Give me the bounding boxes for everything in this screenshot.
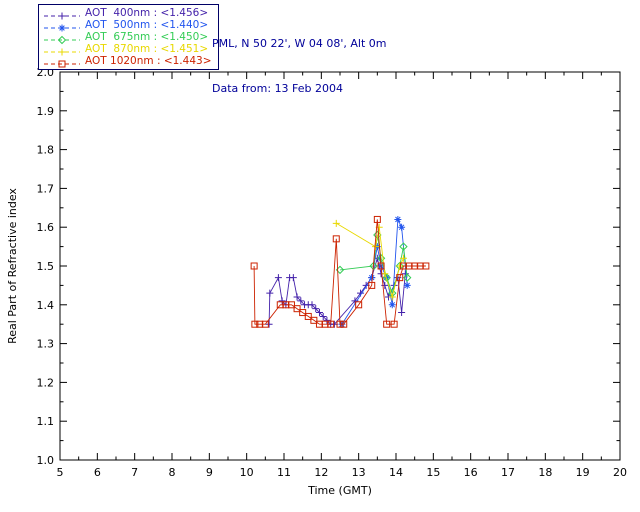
x-tick-label: 18 (538, 466, 552, 479)
legend-line-sample-400nm (43, 7, 81, 20)
legend-label-1020nm: AOT 1020nm : <1.443> (85, 55, 212, 67)
y-tick-label: 1.1 (37, 415, 55, 428)
legend-swatch-svg (44, 35, 80, 45)
x-tick-label: 6 (94, 466, 101, 479)
x-axis: 5 6 7 8 9 10 11 12 13 14 15 16 17 18 19 20 (57, 72, 627, 479)
legend-swatch-svg (44, 12, 80, 20)
y-tick-label: 1.7 (37, 182, 55, 195)
y-axis: 1.01.11.21.31.41.51.61.71.81.92.0 (37, 66, 620, 467)
legend-line-sample-500nm (43, 19, 81, 32)
x-tick-label: 15 (426, 466, 440, 479)
legend-line-sample-1020nm (43, 55, 81, 68)
x-tick-label: 17 (501, 466, 515, 479)
legend-swatch-svg (44, 24, 80, 32)
legend-swatch-svg (44, 48, 80, 56)
legend-label-675nm: AOT 675nm : <1.450> (85, 31, 209, 43)
y-tick-label: 1.6 (37, 221, 55, 234)
y-tick-label: 1.0 (37, 454, 55, 467)
y-tick-label: 1.3 (37, 338, 55, 351)
x-tick-label: 11 (277, 466, 291, 479)
y-tick-label: 1.8 (37, 144, 55, 157)
legend-line-sample-675nm (43, 31, 81, 45)
x-tick-label: 9 (206, 466, 213, 479)
legend-item-870nm: AOT 870nm : <1.451> (43, 43, 212, 56)
legend-line-sample-870nm (43, 43, 81, 56)
x-tick-label: 12 (314, 466, 328, 479)
series-aot-500nm (338, 215, 411, 328)
y-tick-label: 1.9 (37, 105, 55, 118)
series-aot-1020nm (250, 215, 430, 328)
x-tick-label: 16 (464, 466, 478, 479)
series-aot-400nm (265, 254, 409, 328)
x-tick-label: 13 (352, 466, 366, 479)
legend-label-500nm: AOT 500nm : <1.440> (85, 19, 209, 31)
x-tick-label: 20 (613, 466, 627, 479)
y-tick-label: 1.4 (37, 299, 55, 312)
x-tick-label: 19 (576, 466, 590, 479)
x-tick-label: 8 (169, 466, 176, 479)
y-tick-label: 1.2 (37, 376, 55, 389)
legend-label-870nm: AOT 870nm : <1.451> (85, 43, 209, 55)
x-tick-label: 5 (57, 466, 64, 479)
header-date: Data from: 13 Feb 2004 (212, 82, 344, 95)
x-axis-label: Time (GMT) (307, 484, 372, 497)
header-text: PML, N 50 22', W 04 08', Alt 0m Data fro… (212, 6, 386, 126)
legend-item-500nm: AOT 500nm : <1.440> (43, 19, 212, 32)
legend-item-400nm: AOT 400nm : <1.456> (43, 7, 212, 20)
series-aot-870nm (332, 219, 407, 301)
x-tick-label: 7 (131, 466, 138, 479)
legend-swatch-svg (44, 60, 80, 68)
x-tick-label: 14 (389, 466, 403, 479)
legend-item-675nm: AOT 675nm : <1.450> (43, 31, 212, 45)
x-tick-label: 10 (240, 466, 254, 479)
y-axis-label: Real Part of Refractive index (6, 188, 19, 344)
series-aot-675nm (335, 230, 412, 298)
legend-item-1020nm: AOT 1020nm : <1.443> (43, 55, 212, 68)
legend-label-400nm: AOT 400nm : <1.456> (85, 7, 209, 19)
legend-box: AOT 400nm : <1.456> AOT 500nm : <1.440> … (38, 4, 219, 70)
y-tick-label: 1.5 (37, 260, 55, 273)
header-location: PML, N 50 22', W 04 08', Alt 0m (212, 37, 387, 50)
